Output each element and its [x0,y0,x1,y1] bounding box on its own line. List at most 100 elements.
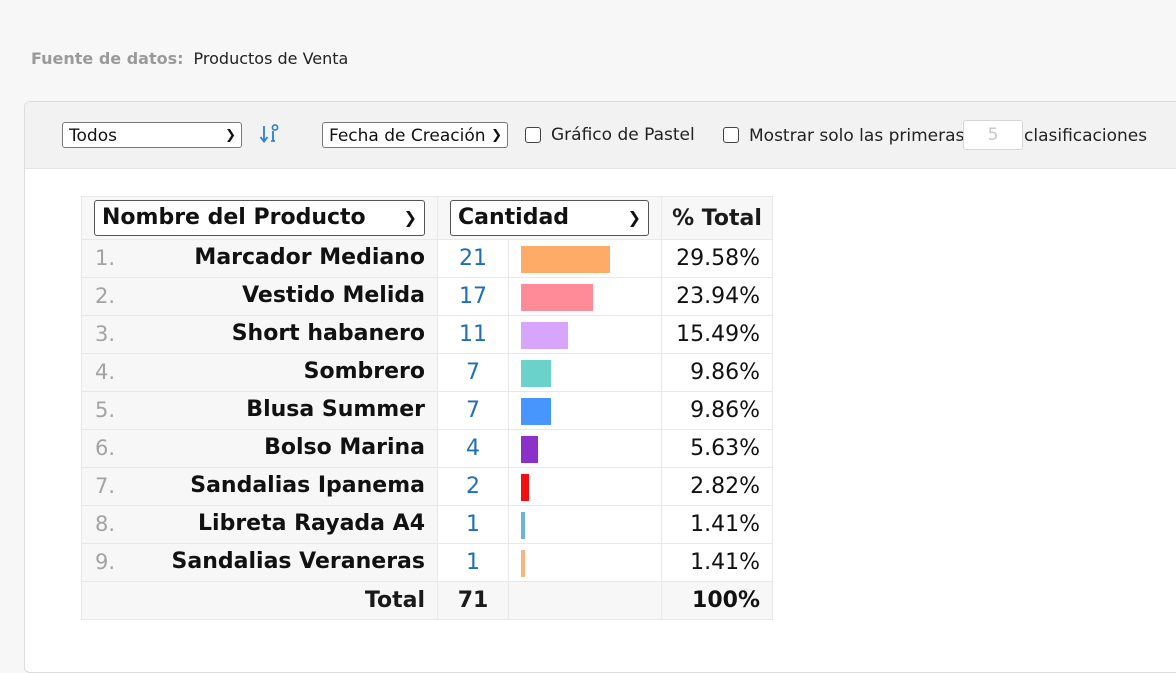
percent-cell: 15.49% [661,315,773,354]
ranking-table: Nombre del Producto ❯ Cantidad ❯ % Total… [81,196,773,620]
sort-field-select[interactable]: Fecha de Creación ❯ [322,122,508,148]
table-row: 7. Sandalias Ipanema 2 2.82% [81,467,773,506]
quantity-bar-cell [508,467,662,506]
percent-cell: 9.86% [661,353,773,392]
table-header-row: Nombre del Producto ❯ Cantidad ❯ % Total [81,196,773,240]
chevron-down-icon: ❯ [627,208,641,227]
name-column-select-value: Nombre del Producto [102,205,366,230]
table-row: 2. Vestido Melida 17 23.94% [81,277,773,316]
product-name: Bolso Marina [264,435,425,460]
quantity-bar [521,398,551,425]
product-name-cell: 7. Sandalias Ipanema [81,467,438,506]
data-source-line: Fuente de datos: Productos de Venta [31,49,348,68]
table-row: 3. Short habanero 11 15.49% [81,315,773,354]
percent-cell: 1.41% [661,505,773,544]
quantity-cell: 1 [437,505,509,544]
quantity-bar [521,360,551,387]
percent-cell: 29.58% [661,239,773,278]
qty-column-select-value: Cantidad [458,205,570,230]
quantity-bar-cell [508,315,662,354]
show-only-label: Mostrar solo las primeras [749,126,965,146]
data-source-label: Fuente de datos: [31,49,184,68]
filter-select-value: Todos [69,126,117,146]
product-name-cell: 8. Libreta Rayada A4 [81,505,438,544]
rank-number: 9. [95,550,116,574]
sort-field-select-value: Fecha de Creación [329,126,486,146]
table-row: 9. Sandalias Veraneras 1 1.41% [81,543,773,582]
quantity-cell: 17 [437,277,509,316]
total-row: Total 71 100% [81,581,773,620]
rank-number: 6. [95,436,116,460]
pie-chart-checkbox[interactable] [525,127,541,143]
quantity-cell: 7 [437,353,509,392]
product-name-cell: 4. Sombrero [81,353,438,392]
total-pct: 100% [661,581,773,620]
rank-number: 4. [95,360,116,384]
total-qty: 71 [437,581,509,620]
table-body: 1. Marcador Mediano 21 29.58% 2. Vestido Meli… [81,239,773,582]
quantity-bar [521,474,529,501]
rank-number: 2. [95,284,116,308]
product-name: Marcador Mediano [194,245,425,270]
quantity-cell: 4 [437,429,509,468]
product-name: Vestido Melida [242,283,425,308]
quantity-bar-cell [508,277,662,316]
report-toolbar: Todos ❯ Fecha de Creación ❯ Gráfico de P… [25,102,1176,169]
chevron-down-icon: ❯ [403,208,417,227]
product-name-cell: 3. Short habanero [81,315,438,354]
show-only-suffix-label: clasificaciones [1024,126,1148,146]
table-row: 4. Sombrero 7 9.86% [81,353,773,392]
pct-column-header: % Total [661,196,773,240]
quantity-bar-cell [508,353,662,392]
quantity-bar [521,512,525,539]
table-row: 8. Libreta Rayada A4 1 1.41% [81,505,773,544]
product-name-cell: 2. Vestido Melida [81,277,438,316]
sort-ascending-icon[interactable] [259,123,281,145]
name-column-select[interactable]: Nombre del Producto ❯ [94,200,425,236]
quantity-bar-cell [508,543,662,582]
filter-select[interactable]: Todos ❯ [62,122,242,148]
chevron-down-icon: ❯ [225,128,236,143]
total-label: Total [81,581,438,620]
qty-column-select[interactable]: Cantidad ❯ [450,200,649,236]
data-source-value: Productos de Venta [193,49,349,68]
pie-chart-label: Gráfico de Pastel [551,125,695,145]
table-row: 5. Blusa Summer 7 9.86% [81,391,773,430]
product-name: Sandalias Veraneras [171,549,425,574]
quantity-bar-cell [508,505,662,544]
quantity-bar [521,322,568,349]
percent-cell: 2.82% [661,467,773,506]
product-name: Short habanero [231,321,425,346]
quantity-bar [521,284,593,311]
quantity-bar-cell [508,391,662,430]
table-row: 1. Marcador Mediano 21 29.58% [81,239,773,278]
product-name-cell: 9. Sandalias Veraneras [81,543,438,582]
percent-cell: 5.63% [661,429,773,468]
quantity-cell: 11 [437,315,509,354]
quantity-bar [521,550,525,577]
top-count-input[interactable]: 5 [963,120,1023,150]
percent-cell: 23.94% [661,277,773,316]
quantity-bar [521,436,538,463]
percent-cell: 1.41% [661,543,773,582]
quantity-bar [521,246,610,273]
quantity-cell: 7 [437,391,509,430]
product-name: Sandalias Ipanema [190,473,425,498]
percent-cell: 9.86% [661,391,773,430]
product-name: Blusa Summer [246,397,425,422]
report-panel: Todos ❯ Fecha de Creación ❯ Gráfico de P… [24,101,1176,673]
rank-number: 3. [95,322,116,346]
show-only-checkbox[interactable] [723,127,739,143]
quantity-cell: 21 [437,239,509,278]
quantity-bar-cell [508,239,662,278]
qty-column-header: Cantidad ❯ [437,196,662,240]
rank-number: 8. [95,512,116,536]
product-name: Sombrero [303,359,425,384]
rank-number: 7. [95,474,116,498]
quantity-cell: 2 [437,467,509,506]
total-bar-cell [508,581,662,620]
chevron-down-icon: ❯ [491,128,502,143]
product-name: Libreta Rayada A4 [198,511,425,536]
rank-number: 5. [95,398,116,422]
table-row: 6. Bolso Marina 4 5.63% [81,429,773,468]
